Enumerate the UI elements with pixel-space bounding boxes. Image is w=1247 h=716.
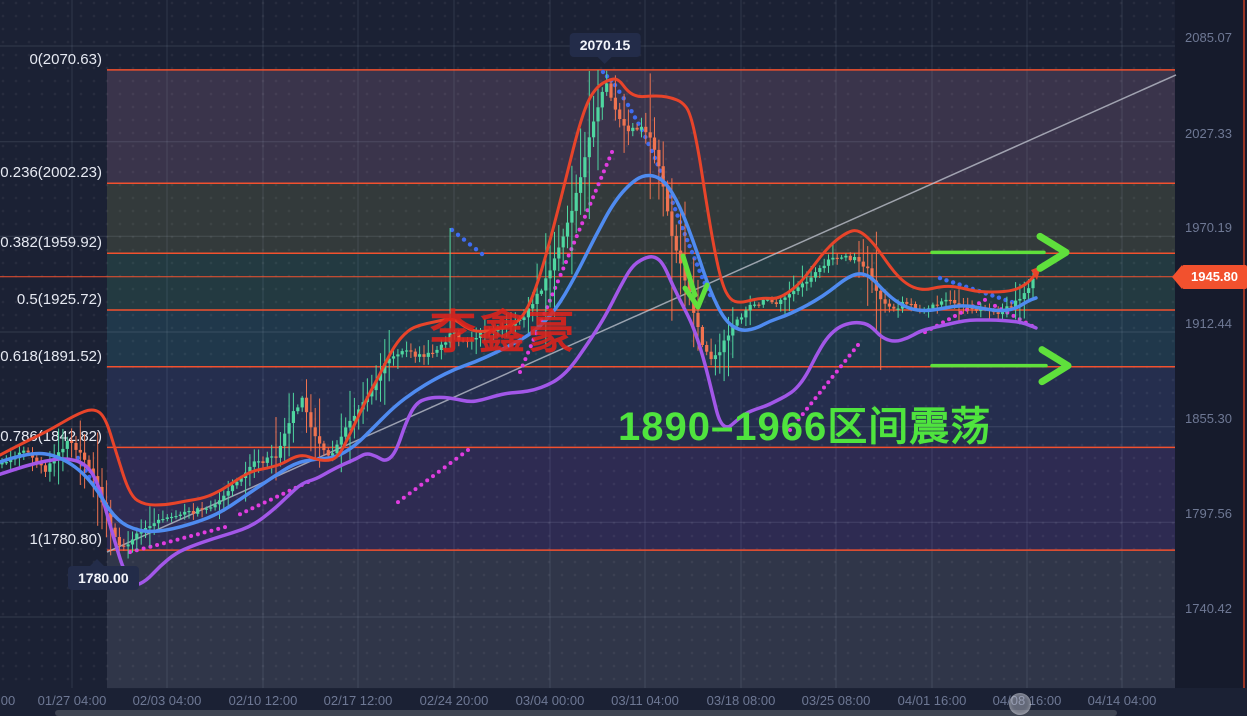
x-axis: 00 01/27 04:00 02/03 04:00 02/10 12:00 02/17… xyxy=(0,688,1247,716)
right-arrow-head-icon xyxy=(1038,346,1072,386)
current-price-tag: 1945.80 xyxy=(1172,265,1247,289)
lower-band-line xyxy=(0,255,1038,586)
x-axis-tick: 01/27 04:00 xyxy=(37,693,107,708)
x-axis-tick: 03/11 04:00 xyxy=(611,693,679,708)
x-axis-tick: 02/24 20:00 xyxy=(419,693,489,708)
tooltip-high-text: 2070.15 xyxy=(579,37,631,53)
y-axis-tick: 1912.44 xyxy=(1185,316,1232,331)
right-arrow-head-icon xyxy=(1036,232,1070,272)
annotation-arrows xyxy=(680,232,1072,386)
x-axis-tick: 04/14 04:00 xyxy=(1087,693,1157,708)
y-axis-tick: 2027.33 xyxy=(1185,126,1232,141)
y-axis-tick: 1855.30 xyxy=(1185,411,1232,426)
x-axis-tick: 04/01 16:00 xyxy=(897,693,967,708)
x-axis-tick: 03/04 00:00 xyxy=(515,693,585,708)
tooltip-low-text: 1780.00 xyxy=(78,570,129,586)
scrollbar[interactable] xyxy=(55,710,1117,716)
y-axis-tick: 2085.07 xyxy=(1185,30,1232,45)
tooltip-low-price: 1780.00 xyxy=(68,559,139,590)
x-axis-tick: 03/18 08:00 xyxy=(706,693,776,708)
watermark-text: 李鑫豪 xyxy=(430,306,577,358)
y-axis-tick: 1740.42 xyxy=(1185,601,1232,616)
right-edge-line xyxy=(1243,0,1245,688)
tooltip-high-price: 2070.15 xyxy=(569,33,641,64)
x-axis-tick: 02/03 04:00 xyxy=(132,693,202,708)
down-arrow-shaft xyxy=(680,253,698,298)
trendline xyxy=(106,74,1177,553)
cursor-indicator xyxy=(1009,693,1031,715)
x-axis-tick: 02/10 12:00 xyxy=(228,693,298,708)
x-axis-tick: 03/25 08:00 xyxy=(801,693,871,708)
y-axis-tick: 1970.19 xyxy=(1185,220,1232,235)
y-axis-tick: 1797.56 xyxy=(1185,506,1232,521)
x-axis-tick: 04/08 16:00 xyxy=(992,693,1062,708)
right-axis-background xyxy=(1175,0,1247,688)
current-price-value: 1945.80 xyxy=(1191,269,1238,284)
x-axis-tick: 02/17 12:00 xyxy=(323,693,393,708)
down-arrow-head-icon xyxy=(682,282,710,310)
middle-band-line xyxy=(0,173,1038,534)
upper-band-line xyxy=(0,77,1039,507)
x-axis-tick: 00 xyxy=(0,693,16,708)
range-annotation-text: 1890–1966区间震荡 xyxy=(618,405,992,449)
y-axis: 2085.07 2027.33 1970.19 1912.44 1855.30 1797.… xyxy=(1175,0,1247,688)
